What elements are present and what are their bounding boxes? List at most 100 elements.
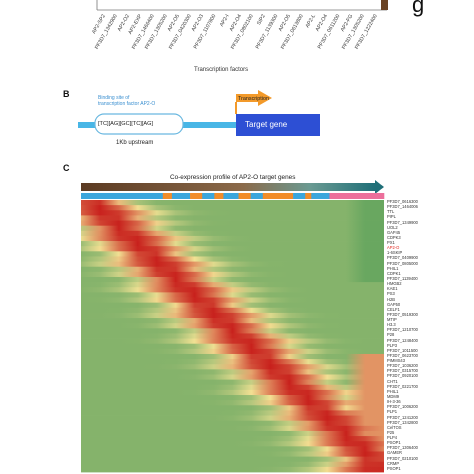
gene-label: HMGB2 <box>387 281 402 287</box>
heatmap-row <box>81 333 384 339</box>
heatmap-row <box>81 282 384 288</box>
heatmap-row <box>81 415 384 422</box>
gene-label: PF3D7_0623700 <box>387 352 418 358</box>
heatmap-row <box>81 389 384 396</box>
gene-label: PF3D7_0920100 <box>387 373 418 379</box>
heatmap-row <box>81 205 384 211</box>
heatmap-row <box>81 451 384 458</box>
gene-label: PF3D7_1248400 <box>387 337 418 343</box>
gene-label: PF3D7_0616300 <box>387 199 418 204</box>
upstream-label: 1Kb upstream <box>116 140 154 146</box>
transcription-arrow-head <box>258 90 272 106</box>
gene-label: P28 <box>387 332 395 338</box>
heatmap-row <box>81 328 384 334</box>
gene-label: CDPK1 <box>387 270 401 276</box>
gene-label: H3.3 <box>387 322 396 328</box>
gene-label: PHIL1 <box>387 388 399 394</box>
gene-label: PLP3 <box>387 342 398 348</box>
heatmap-row <box>81 241 384 247</box>
heatmap-row <box>81 410 384 416</box>
transcription-arrow-body <box>236 94 258 102</box>
target-gene-box <box>236 114 320 136</box>
heatmap-row <box>81 441 384 447</box>
heatmap-row <box>81 215 384 221</box>
heatmap-row <box>81 400 384 406</box>
heatmap-rows <box>81 200 384 473</box>
gene-label: CRMP <box>387 460 400 466</box>
gene-label: PSOP1 <box>387 465 401 471</box>
gene-label: GAP50 <box>387 301 401 307</box>
cluster-segment <box>250 193 264 199</box>
cluster-segment <box>190 193 203 199</box>
heatmap-row <box>81 364 384 370</box>
gene-label: PLP4 <box>387 435 398 441</box>
heatmap-row <box>81 318 384 324</box>
gene-label: CelTOS <box>387 424 402 430</box>
gene-label: PIMMS43 <box>387 358 405 364</box>
promoter-diagram <box>78 90 320 136</box>
gene-label: PF3D7_0409900 <box>387 255 418 261</box>
gene-label: PF3D7_0210100 <box>387 455 418 461</box>
pseudotime-gradient-bar <box>81 183 375 191</box>
gene-label: PLP1 <box>387 409 398 415</box>
heatmap-row <box>81 251 384 257</box>
cluster-segment <box>223 193 239 199</box>
gene-label: PF3D7_1349900 <box>387 219 418 225</box>
panel-b-label: B <box>63 89 70 99</box>
panel-a-x-axis-title: Transcription factors <box>194 67 249 73</box>
gene-label: PF3D7_0315700 <box>387 368 418 374</box>
gene-label: PF3D7_1006200 <box>387 404 418 410</box>
gene-label: PF3D7_0805000 <box>387 260 418 266</box>
gene-label: PF3D7_0221700 <box>387 383 418 389</box>
gene-label: IH-3-36 <box>387 399 401 405</box>
heatmap-row <box>81 266 384 273</box>
gene-label: PF3D7_1464006 <box>387 204 418 210</box>
heatmap-row <box>81 256 384 262</box>
gene-label: PSOP1 <box>387 440 401 446</box>
gene-label: UOL2 <box>387 224 398 230</box>
heatmap-row <box>81 271 384 278</box>
heatmap-row <box>81 348 384 355</box>
heatmap-row <box>81 230 384 237</box>
gene-label: P25 <box>387 429 395 435</box>
heatmap-row <box>81 420 384 427</box>
gene-label: PF3D7_1011500 <box>387 347 418 353</box>
transcription-label: Transcription <box>238 96 269 102</box>
binding-site-text: Binding site of transcription factor AP2… <box>98 95 156 107</box>
heatmap-row <box>81 235 384 242</box>
gene-label: 1-6SKIP <box>387 250 403 256</box>
cluster-segment <box>202 193 215 199</box>
gene-label: PF3D7_1241200 <box>387 414 418 420</box>
heatmap-row <box>81 307 384 314</box>
heatmap-row <box>81 430 384 437</box>
cluster-segment <box>214 193 224 199</box>
heatmap-row <box>81 276 384 283</box>
binding-site-box <box>94 113 184 135</box>
gene-label: GAP45 <box>387 229 401 235</box>
cluster-segment <box>311 193 330 199</box>
cluster-segment <box>262 193 294 199</box>
gene-label: PF3D7_1306400 <box>387 445 418 451</box>
target-gene-label: Target gene <box>245 120 288 129</box>
heatmap-row <box>81 374 384 381</box>
gene-label: PX1 <box>387 240 395 246</box>
heatmap-row <box>81 312 384 319</box>
heatmap-row <box>81 359 384 365</box>
gene-label: PF3D7_0519300 <box>387 311 418 317</box>
gene-label: PF3D7_1210700 <box>387 327 418 333</box>
heatmap-row <box>81 246 384 252</box>
panel-a-brown-bar <box>381 0 388 10</box>
cluster-segment <box>238 193 251 199</box>
cluster-segment <box>293 193 306 199</box>
heatmap-row <box>81 292 384 298</box>
gene-label: KAE1 <box>387 286 398 292</box>
gene-label: AP2-O <box>387 245 400 251</box>
cell-cluster-strip <box>81 193 385 199</box>
heatmap-row <box>81 343 384 350</box>
heatmap-row <box>81 338 384 345</box>
pseudotime-arrow-head <box>375 180 384 194</box>
gene-label: MTIP <box>387 317 397 323</box>
heatmap-row <box>81 302 384 309</box>
heatmap-row <box>81 261 384 268</box>
